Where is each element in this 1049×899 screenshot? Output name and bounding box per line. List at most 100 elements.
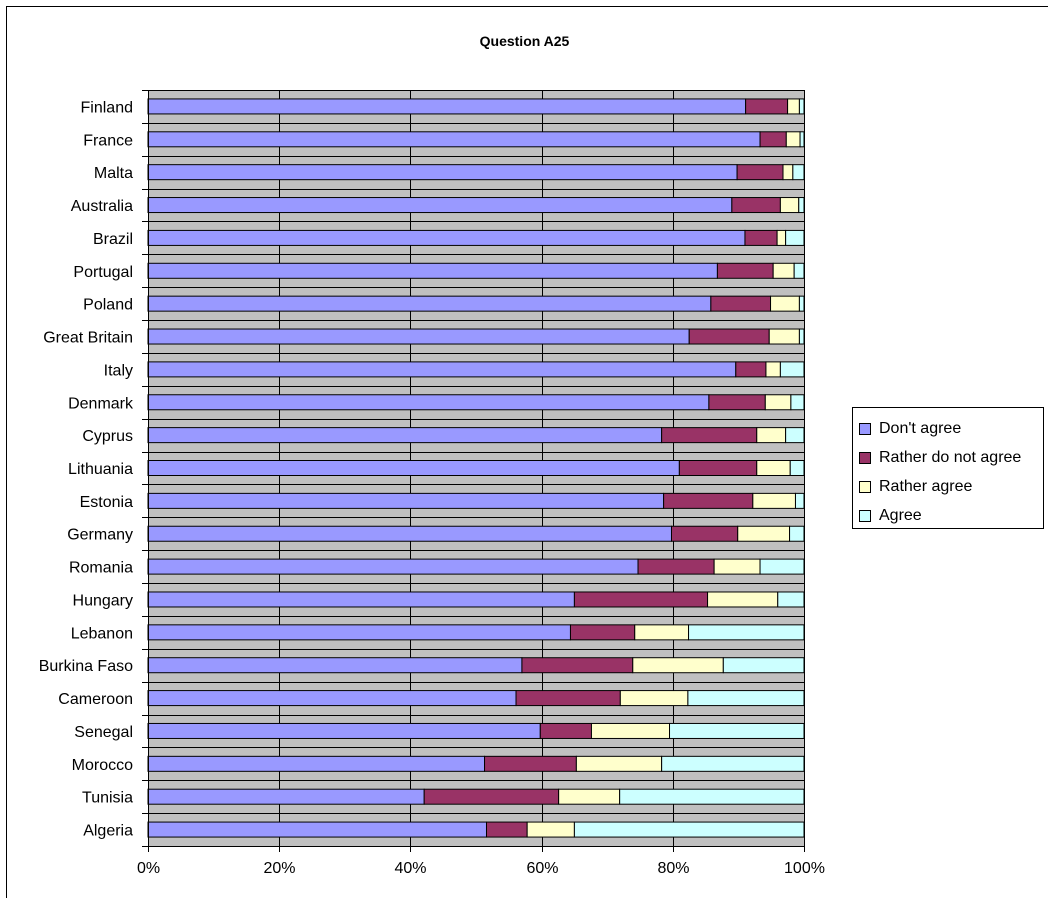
category-label: Portugal [73,264,133,281]
bar-segment [526,821,575,838]
legend-label: Agree [879,506,922,524]
bar-segment [708,394,766,411]
category-label: Cameroon [58,691,133,708]
bar-segment [777,591,805,608]
bar-segment [590,722,671,739]
bar-segment [147,657,523,674]
bar-segment [756,427,787,444]
bar-segment [722,657,805,674]
bar-segment [147,690,517,707]
bar-segment [759,131,787,148]
bar-segment [558,788,621,805]
bar-segment [737,525,791,542]
bar-segment [634,624,690,641]
bar-segment [798,328,805,345]
bar-segment [787,98,800,115]
x-tick-label: 60% [526,860,558,877]
bar-segment [764,394,792,411]
bar-segment [752,492,796,509]
category-label: Australia [71,198,133,215]
x-tick-label: 40% [394,860,426,877]
bar-segment [619,690,689,707]
bar-segment [619,788,805,805]
bar-segment [573,591,709,608]
legend-item: Don't agree [859,414,1043,443]
bar-segment [575,755,663,772]
bar-segment [147,460,680,476]
category-label: Malta [94,165,133,182]
bar-segment [731,197,781,214]
bar-segment [423,788,560,805]
bar-segment [147,788,425,805]
bar-segment [785,427,805,444]
bar-segment [663,492,754,509]
x-tick-label: 0% [137,860,160,877]
bar-segment [147,821,487,838]
category-label: Finland [81,99,133,116]
category-label: Burkina Faso [39,658,133,675]
bar-segment [661,427,758,444]
category-label: Romania [69,560,133,577]
bar-segment [745,98,789,115]
bar-segment [792,164,805,181]
bar-segment [687,690,805,707]
bar-segment [779,361,805,378]
legend-swatch [859,422,871,435]
category-label: Poland [83,297,133,314]
category-label: Brazil [93,231,133,248]
bar-segment [147,131,761,148]
category-label: Morocco [72,757,133,774]
bar-segment [759,558,805,575]
bar-segment [790,394,805,411]
legend-label: Don't agree [879,419,962,437]
bar-segment [569,624,636,641]
bar-segment [688,328,770,345]
category-label: Cyprus [82,428,133,445]
legend-swatch [859,509,871,522]
bar-segment [707,591,779,608]
bar-segment [798,295,805,312]
x-tick-label: 100% [784,860,825,877]
bar-segment [147,361,737,378]
bar-segment [515,690,621,707]
bar-segment [744,229,778,246]
bar-segment [632,657,724,674]
bar-segment [147,755,486,772]
bar-segment [539,722,592,739]
x-tick-label: 80% [657,860,689,877]
legend-swatch [859,480,871,493]
category-label: Algeria [83,823,133,840]
bar-segment [147,229,746,246]
bar-segment [713,558,761,575]
bar-segment [147,262,718,279]
category-label: Lebanon [71,625,133,642]
bar-segment [573,821,805,838]
bar-segment [793,262,805,279]
bar-segment [785,229,805,246]
bar-segment [147,427,663,444]
bar-segment [798,197,805,214]
bar-segment [789,525,805,542]
category-label: Hungary [73,592,133,609]
bar-segment [794,492,805,509]
bar-segment [782,164,794,181]
bar-segment [147,722,541,739]
bar-segment [710,295,772,312]
bar-segment [770,295,800,312]
bar-segment [756,460,791,476]
legend-item: Rather do not agree [859,443,1043,472]
bar-segment [147,394,710,411]
bar-segment [147,197,733,214]
bar-segment [765,361,781,378]
bar-segment [147,591,575,608]
bar-segment [716,262,774,279]
legend-item: Agree [859,501,1043,530]
chart-area-border [6,6,1048,898]
bar-segment [637,558,715,575]
legend-item: Rather agree [859,472,1043,501]
category-label: France [83,132,133,149]
bar-segment [669,722,805,739]
category-label: Denmark [68,395,134,412]
x-tick-label: 20% [263,860,295,877]
